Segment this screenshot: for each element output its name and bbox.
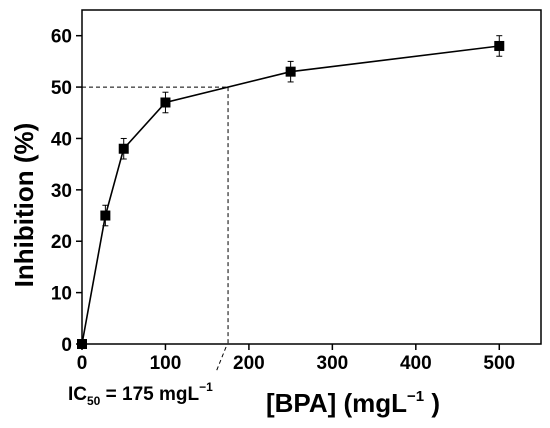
y-tick-label: 20: [51, 232, 72, 253]
y-ticks: 0 10 20 30 40 50 60: [51, 27, 82, 356]
ic50-annotation-sub: 50: [87, 394, 101, 408]
data-point: [100, 210, 111, 221]
ic50-annotation-rest: = 175 mgL: [100, 384, 199, 405]
x-axis-title-main: [BPA] (mgL: [266, 388, 407, 418]
y-tick-label: 0: [61, 335, 72, 356]
y-tick-label: 50: [51, 78, 72, 99]
x-tick-label: 400: [400, 353, 432, 374]
y-tick-label: 30: [51, 181, 72, 202]
ic50-annotation-sup: −1: [199, 380, 213, 394]
reference-lines: [82, 86, 229, 373]
data-point: [118, 143, 129, 154]
x-axis-title: [BPA] (mgL−1 ): [266, 388, 440, 418]
ic50-annotation-ic: IC: [68, 384, 87, 405]
ic50-leader-line: [215, 346, 227, 373]
plot-border: [81, 9, 542, 345]
x-tick-label: 500: [483, 353, 515, 374]
series-line-path: [81, 45, 500, 345]
x-tick-label: 200: [233, 353, 265, 374]
x-ticks: 0 100 200 300 400 500: [77, 344, 515, 374]
data-point: [494, 40, 505, 51]
data-point: [285, 66, 296, 77]
y-axis-title: Inhibition (%): [9, 123, 39, 288]
ic50-annotation: IC50 = 175 mgL−1: [68, 380, 213, 408]
y-tick-label: 40: [51, 129, 72, 150]
plot-frame: [81, 9, 542, 345]
x-axis-title-end: ): [424, 388, 440, 418]
error-bars: [102, 35, 503, 227]
x-tick-label: 100: [150, 353, 182, 374]
x-axis-title-sup: −1: [407, 388, 424, 405]
data-point: [160, 97, 171, 108]
x-tick-label: 0: [77, 353, 88, 374]
y-tick-label: 10: [51, 284, 72, 305]
x-tick-label: 300: [317, 353, 349, 374]
y-tick-label: 60: [51, 27, 72, 48]
series-line: [81, 45, 500, 345]
